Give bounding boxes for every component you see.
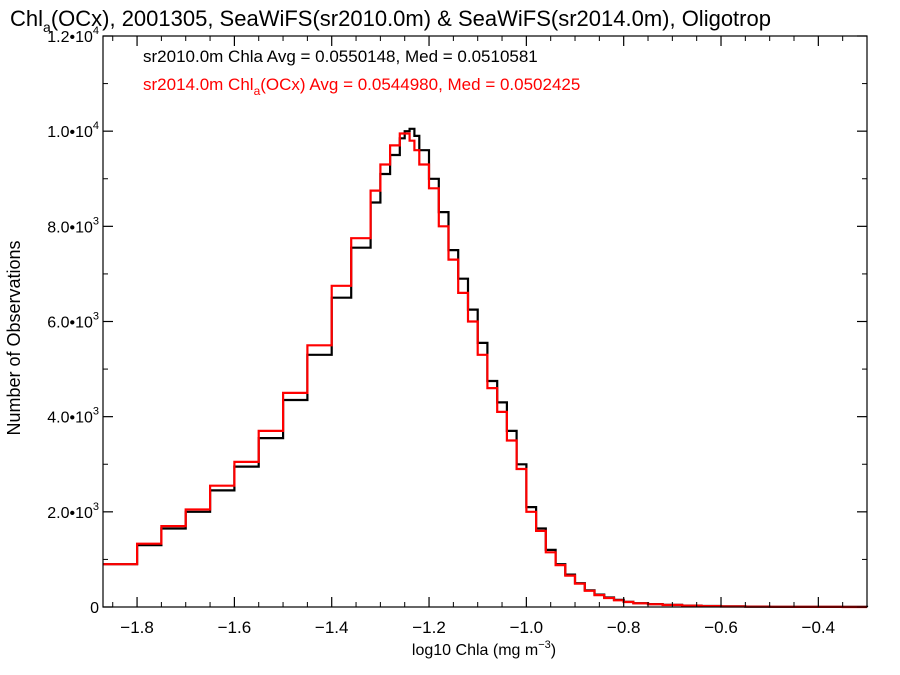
x-tick-label: −1.4 bbox=[315, 618, 349, 637]
series-layer bbox=[103, 127, 869, 609]
series-2-line bbox=[103, 132, 867, 609]
x-tick-label: −1.6 bbox=[218, 618, 252, 637]
y-tick-label: 6.0•103 bbox=[47, 311, 99, 332]
x-tick-label: −0.4 bbox=[802, 618, 836, 637]
y-tick-label: 1.2•104 bbox=[47, 25, 99, 46]
y-tick-label: 8.0•103 bbox=[47, 215, 99, 236]
x-tick-label: −1.8 bbox=[120, 618, 154, 637]
x-tick-label: −1.0 bbox=[510, 618, 544, 637]
y-tick-label: 0 bbox=[90, 600, 99, 617]
legend-entry-1: sr2010.0m Chla Avg = 0.0550148, Med = 0.… bbox=[143, 47, 538, 66]
x-tick-label: −0.8 bbox=[607, 618, 641, 637]
x-tick-label: −1.2 bbox=[412, 618, 446, 637]
legend-entry-2: sr2014.0m Chla(OCx) Avg = 0.0544980, Med… bbox=[143, 75, 580, 98]
y-tick-label: 1.0•104 bbox=[47, 120, 99, 141]
chart-title: Chla(OCx), 2001305, SeaWiFS(sr2010.0m) &… bbox=[10, 6, 771, 35]
y-tick-label: 2.0•103 bbox=[47, 501, 99, 522]
legend: sr2010.0m Chla Avg = 0.0550148, Med = 0.… bbox=[143, 47, 580, 98]
x-axis-label: log10 Chla (mg m−3) bbox=[412, 639, 556, 659]
y-axis-label: Number of Observations bbox=[4, 240, 24, 435]
series-1-line bbox=[103, 127, 869, 608]
plot-frame bbox=[102, 35, 868, 608]
y-tick-label: 4.0•103 bbox=[47, 406, 99, 427]
x-tick-label: −0.6 bbox=[704, 618, 738, 637]
axis-ticks: −1.8 −1.6 −1.4 −1.2 −1.0 −0.8 −0.6 −0.4 0 2.0•103… bbox=[47, 25, 867, 637]
